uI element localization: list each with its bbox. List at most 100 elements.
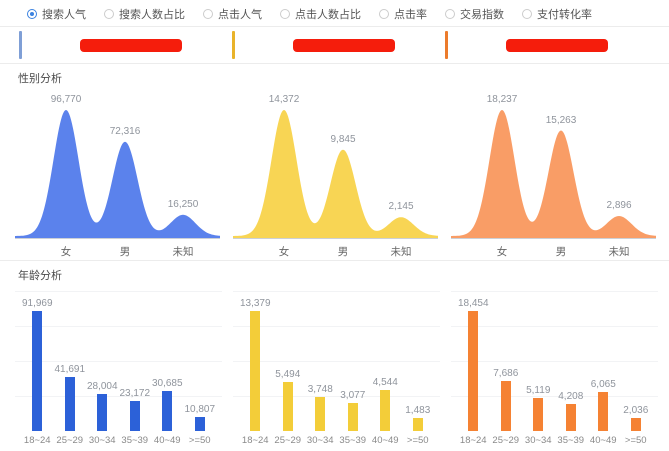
x-axis-line <box>233 238 438 239</box>
redacted-product-name <box>80 38 182 52</box>
radio-icon <box>280 9 290 19</box>
bar <box>194 417 205 431</box>
age-chart-product-1: 91,969 41,691 28,004 23,172 30,685 10,807 18~2… <box>15 289 222 451</box>
bar <box>565 404 576 431</box>
x-axis-line <box>451 238 656 239</box>
x-tick-label: 35~39 <box>339 435 367 446</box>
age-analysis-section: 年龄分析 91,969 41,691 28,004 23,172 30,685 10,80… <box>0 261 669 451</box>
bar-cell: 2,036 <box>621 405 651 431</box>
value-label: 1,483 <box>405 405 431 416</box>
bar <box>315 397 326 431</box>
value-label: 5,119 <box>526 385 551 396</box>
divider <box>0 260 669 261</box>
x-tick-label: 35~39 <box>557 435 585 446</box>
bar-cell: 13,379 <box>240 298 271 431</box>
product-legend-row <box>0 27 669 63</box>
radio-payment-conversion[interactable]: 支付转化率 <box>522 6 592 22</box>
value-label: 91,969 <box>21 298 53 309</box>
value-label: 72,316 <box>109 125 141 137</box>
value-label: 15,263 <box>545 114 577 126</box>
x-tick-label: 18~24 <box>23 435 51 446</box>
gender-chart-product-2: 14,372 女 9,845 男 2,145 未知 <box>233 92 440 260</box>
gender-section-title: 性别分析 <box>18 73 62 85</box>
metric-filter-row: 搜索人气 搜索人数占比 点击人气 点击人数占比 点击率 交易指数 支付转化率 <box>0 0 669 26</box>
value-label: 14,372 <box>268 94 300 105</box>
value-label: 5,494 <box>275 369 301 380</box>
x-tick-label: 18~24 <box>241 435 269 446</box>
legend-item-product-3[interactable] <box>445 31 658 59</box>
radio-label: 点击人数占比 <box>295 9 361 21</box>
x-tick-label: 男 <box>119 246 131 258</box>
bar-plot-area: 91,969 41,691 28,004 23,172 30,685 10,807 <box>15 289 222 431</box>
gender-area-curve <box>15 110 220 238</box>
bar-cell: 7,686 <box>491 368 521 431</box>
radio-label: 支付转化率 <box>537 9 592 21</box>
radio-transaction-index[interactable]: 交易指数 <box>445 6 504 22</box>
series-color-marker <box>445 31 448 59</box>
bar-cell: 23,172 <box>119 388 151 431</box>
bar <box>32 311 43 431</box>
radio-label: 搜索人气 <box>42 9 86 21</box>
bar-cell: 3,748 <box>305 384 335 431</box>
legend-item-product-2[interactable] <box>232 31 445 59</box>
value-label: 2,036 <box>623 405 649 416</box>
radio-icon <box>379 9 389 19</box>
x-tick-label: 40~49 <box>589 435 617 446</box>
value-label: 3,077 <box>340 390 366 401</box>
x-tick-label: 男 <box>555 246 567 258</box>
bar-cell: 1,483 <box>403 405 433 431</box>
value-label: 10,807 <box>184 404 216 415</box>
value-label: 23,172 <box>119 388 151 399</box>
x-tick-label: 25~29 <box>56 435 84 446</box>
bar <box>282 382 293 431</box>
bar-cell: 28,004 <box>86 381 118 431</box>
value-label: 6,065 <box>590 379 616 390</box>
radio-click-rate[interactable]: 点击率 <box>379 6 427 22</box>
divider <box>0 63 669 64</box>
bar-cell: 4,544 <box>370 377 400 431</box>
radio-icon <box>27 9 37 19</box>
bar <box>598 392 609 431</box>
series-color-marker <box>232 31 235 59</box>
bar-plot-area: 13,379 5,494 3,748 3,077 4,544 1,483 <box>233 289 440 431</box>
gender-area-curve <box>233 110 438 238</box>
radio-search-user-ratio[interactable]: 搜索人数占比 <box>104 6 185 22</box>
divider <box>0 26 669 27</box>
bar-cell: 18,454 <box>457 298 489 431</box>
value-label: 28,004 <box>86 381 118 392</box>
value-label: 18,237 <box>486 94 518 105</box>
x-axis-ticks: 18~24 25~29 30~34 35~39 40~49 >=50 <box>233 435 440 446</box>
value-label: 4,544 <box>372 377 398 388</box>
bar-cell: 3,077 <box>338 390 368 431</box>
value-label: 30,685 <box>151 378 183 389</box>
x-tick-label: >=50 <box>406 435 429 446</box>
value-label: 18,454 <box>457 298 489 309</box>
radio-search-popularity[interactable]: 搜索人气 <box>27 6 86 22</box>
x-tick-label: 30~34 <box>88 435 116 446</box>
value-label: 7,686 <box>493 368 519 379</box>
bar-cell: 10,807 <box>184 404 216 431</box>
bar <box>630 418 641 431</box>
bar <box>500 381 511 431</box>
x-axis-ticks: 18~24 25~29 30~34 35~39 40~49 >=50 <box>15 435 222 446</box>
x-tick-label: 25~29 <box>274 435 302 446</box>
radio-click-user-ratio[interactable]: 点击人数占比 <box>280 6 361 22</box>
series-color-marker <box>19 31 22 59</box>
x-tick-label: 女 <box>496 246 508 258</box>
gender-charts-row: 96,770 女 72,316 男 16,250 未知 14,372 女 9,845 男 2,14… <box>0 92 669 260</box>
radio-label: 点击人气 <box>218 9 262 21</box>
x-tick-label: 25~29 <box>492 435 520 446</box>
x-tick-label: 30~34 <box>306 435 334 446</box>
age-section-title: 年龄分析 <box>18 270 62 282</box>
legend-item-product-1[interactable] <box>19 31 232 59</box>
bar <box>64 377 75 431</box>
x-tick-label: 女 <box>60 246 72 258</box>
value-label: 4,208 <box>558 391 584 402</box>
bar-cell: 30,685 <box>151 378 183 431</box>
x-tick-label: >=50 <box>624 435 647 446</box>
radio-click-popularity[interactable]: 点击人气 <box>203 6 262 22</box>
x-tick-label: 30~34 <box>524 435 552 446</box>
value-label: 3,748 <box>307 384 333 395</box>
x-tick-label: 女 <box>278 246 290 258</box>
